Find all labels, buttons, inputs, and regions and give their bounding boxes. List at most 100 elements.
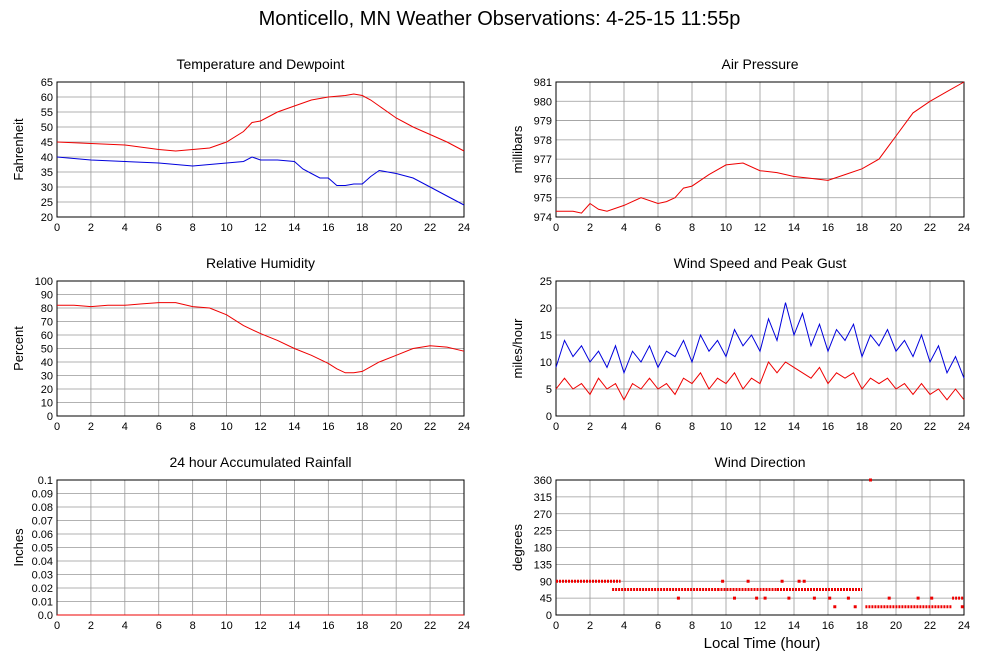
direction-point (787, 596, 791, 600)
x-tick-label: 2 (88, 620, 94, 632)
direction-point (780, 579, 784, 583)
x-tick-label: 4 (122, 421, 128, 433)
direction-point (812, 596, 816, 600)
x-tick-label: 0 (553, 222, 559, 234)
x-tick-label: 24 (958, 222, 970, 234)
y-tick-label: 90 (41, 290, 53, 302)
x-tick-label: 4 (621, 620, 627, 632)
chart-title: Wind Speed and Peak Gust (674, 255, 847, 271)
x-tick-label: 4 (621, 222, 627, 234)
x-tick-label: 12 (754, 620, 766, 632)
x-tick-label: 0 (553, 421, 559, 433)
x-tick-label: 22 (924, 620, 936, 632)
x-tick-label: 18 (856, 222, 868, 234)
x-tick-label: 16 (822, 222, 834, 234)
y-tick-label: 60 (41, 330, 53, 342)
x-tick-label: 24 (958, 421, 970, 433)
plot-frame (555, 81, 965, 218)
y-axis-label: miles/hour (510, 318, 525, 379)
x-tick-label: 6 (655, 620, 661, 632)
x-tick-label: 14 (788, 620, 800, 632)
direction-point (846, 596, 850, 600)
direction-point (733, 596, 736, 600)
x-tick-label: 10 (720, 421, 732, 433)
x-tick-label: 14 (788, 421, 800, 433)
series-line-blue (555, 302, 965, 379)
x-tick-label: 22 (424, 421, 436, 433)
x-tick-label: 6 (655, 421, 661, 433)
direction-point (676, 596, 680, 600)
plot-frame (555, 280, 965, 417)
x-tick-label: 14 (288, 620, 300, 632)
series-line-red (555, 361, 965, 401)
direction-point (869, 478, 872, 482)
x-tick-label: 0 (54, 620, 60, 632)
series-line-red (56, 93, 465, 152)
chart-title: Relative Humidity (206, 255, 315, 271)
x-tick-label: 6 (156, 222, 162, 234)
x-tick-label: 12 (254, 222, 266, 234)
x-tick-label: 20 (890, 620, 902, 632)
x-tick-label: 24 (958, 620, 970, 632)
direction-point (853, 605, 857, 609)
direction-point (916, 596, 920, 600)
y-tick-label: 180 (534, 543, 552, 555)
y-tick-label: 0.01 (32, 597, 53, 609)
y-tick-label: 0 (546, 411, 552, 423)
x-tick-label: 10 (720, 620, 732, 632)
x-tick-label: 2 (88, 421, 94, 433)
x-tick-label: 20 (390, 421, 402, 433)
y-tick-label: 65 (41, 77, 53, 89)
x-tick-label: 14 (288, 421, 300, 433)
y-tick-label: 0 (47, 411, 53, 423)
y-tick-label: 360 (534, 475, 552, 487)
y-tick-label: 0.03 (32, 570, 53, 582)
direction-point (746, 579, 750, 583)
y-axis-label: millibars (510, 125, 525, 173)
x-tick-label: 6 (156, 620, 162, 632)
direction-point (828, 596, 832, 600)
y-tick-label: 45 (41, 137, 53, 149)
y-tick-label: 0.02 (32, 583, 53, 595)
x-tick-label: 8 (190, 222, 196, 234)
y-tick-label: 977 (534, 154, 552, 166)
y-tick-label: 0.1 (38, 475, 53, 487)
y-tick-label: 975 (534, 193, 552, 205)
x-tick-label: 4 (621, 421, 627, 433)
x-tick-label: 22 (424, 620, 436, 632)
direction-point (763, 596, 767, 600)
y-tick-label: 5 (546, 384, 552, 396)
x-tick-label: 14 (288, 222, 300, 234)
y-tick-label: 978 (534, 135, 552, 147)
y-tick-label: 25 (540, 276, 552, 288)
x-tick-label: 0 (54, 421, 60, 433)
x-tick-label: 12 (254, 421, 266, 433)
x-tick-label: 8 (190, 620, 196, 632)
x-tick-label: 18 (356, 222, 368, 234)
x-tick-label: 18 (856, 421, 868, 433)
direction-point (755, 596, 759, 600)
direction-point (721, 579, 725, 583)
x-tick-label: 16 (322, 421, 334, 433)
y-axis-label: degrees (510, 524, 525, 571)
y-tick-label: 0.08 (32, 502, 53, 514)
y-tick-label: 270 (534, 509, 552, 521)
x-tick-label: 18 (856, 620, 868, 632)
y-tick-label: 55 (41, 107, 53, 119)
x-tick-label: 0 (553, 620, 559, 632)
y-tick-label: 70 (41, 317, 53, 329)
direction-point (960, 605, 964, 609)
page-title: Monticello, MN Weather Observations: 4-2… (258, 8, 741, 30)
plot-frame (56, 81, 465, 218)
y-tick-label: 50 (41, 344, 53, 356)
x-tick-label: 8 (689, 620, 695, 632)
y-tick-label: 0.09 (32, 489, 53, 501)
y-tick-label: 40 (41, 152, 53, 164)
x-tick-label: 16 (822, 620, 834, 632)
y-tick-label: 60 (41, 92, 53, 104)
y-tick-label: 10 (41, 398, 53, 410)
series-line-blue (56, 156, 465, 206)
